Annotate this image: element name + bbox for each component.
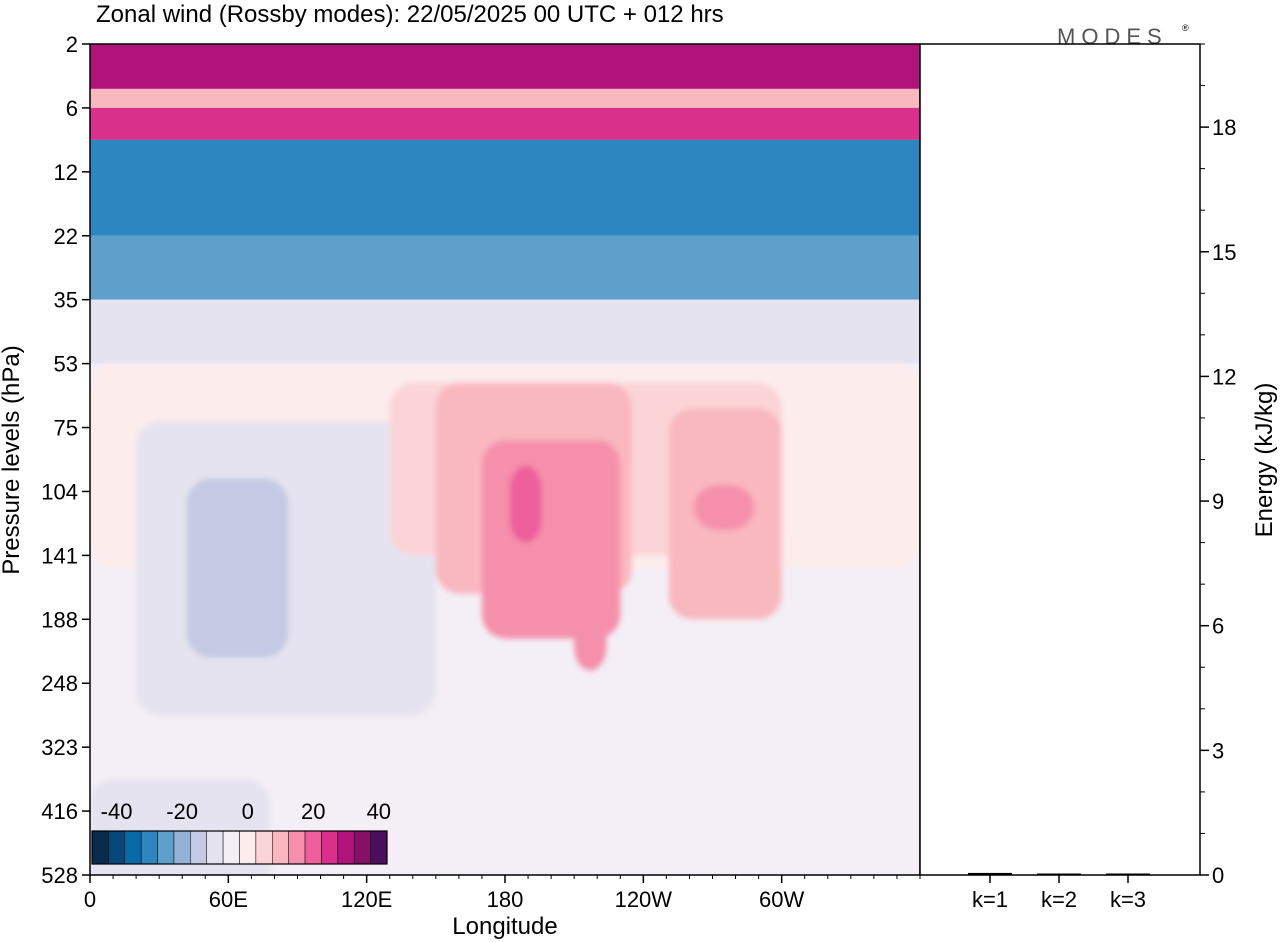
- y-tick-label: 12: [54, 160, 78, 185]
- y-tick-label: 22: [54, 224, 78, 249]
- colorbar-swatch: [190, 830, 207, 865]
- upper-band-3: [90, 235, 920, 300]
- plot-title: Zonal wind (Rossby modes): 22/05/2025 00…: [96, 1, 724, 28]
- colorbar-swatch: [239, 830, 257, 865]
- colorbar-swatch: [157, 830, 175, 865]
- y-tick-label: 6: [66, 96, 78, 121]
- x-axis-title: Longitude: [452, 913, 557, 940]
- energy-tick-label: 0: [1212, 863, 1224, 888]
- energy-bar-k=3: [1106, 873, 1150, 875]
- colorbar-swatch: [337, 830, 355, 865]
- colorbar-swatch: [255, 830, 273, 865]
- colorbar-frame: [91, 830, 388, 865]
- colorbar-swatch: [288, 830, 306, 865]
- y-axis-title: Pressure levels (hPa): [0, 345, 25, 574]
- contour-fields: [90, 44, 920, 875]
- colorbar-swatch: [272, 830, 289, 865]
- contour-region-7: [574, 536, 607, 671]
- x-tick-label: 120E: [341, 887, 392, 912]
- contour-region-9: [694, 485, 754, 530]
- y-tick-label: 323: [41, 735, 78, 760]
- colorbar-swatch: [206, 830, 224, 865]
- upper-band-2: [90, 139, 920, 236]
- upper-band-4: [90, 299, 920, 364]
- energy-category-label: k=2: [1041, 887, 1077, 912]
- x-axis: 0 60E 120E 180 120W 60W: [84, 875, 921, 912]
- colorbar-swatch: [108, 830, 126, 865]
- upper-band-1: [90, 107, 920, 140]
- y-tick-label: 53: [54, 352, 78, 377]
- contour-region-6: [509, 465, 542, 543]
- energy-tick-label: 3: [1212, 738, 1224, 763]
- colorbar-swatch: [321, 830, 339, 865]
- energy-frame: [919, 43, 1201, 876]
- energy-tick-label: 18: [1212, 115, 1236, 140]
- energy-tick-label: 15: [1212, 240, 1236, 265]
- energy-bar-k=2: [1037, 873, 1081, 875]
- lower-fields: [90, 363, 920, 875]
- x-tick-label: 0: [84, 887, 96, 912]
- energy-tick-label: 9: [1212, 489, 1224, 514]
- energy-axis-title: Energy (kJ/kg): [1251, 383, 1278, 538]
- colorbar-label: 0: [242, 799, 254, 824]
- jet-core-top: [90, 44, 920, 89]
- colorbar-label: -20: [166, 799, 198, 824]
- registered-mark: ®: [1182, 23, 1189, 33]
- energy-axis: 0 3 6 9 12 15 18 k=1 k=2 k=3: [972, 43, 1236, 912]
- colorbar-swatch: [304, 830, 322, 865]
- energy-bar-k=1: [968, 872, 1012, 875]
- energy-panel: 0 3 6 9 12 15 18 k=1 k=2 k=3 Energy (kJ/kg): [919, 43, 1278, 912]
- y-tick-label: 35: [54, 288, 78, 313]
- y-tick-label: 2: [66, 32, 78, 57]
- energy-category-label: k=1: [972, 887, 1008, 912]
- y-tick-label: 141: [41, 543, 78, 568]
- y-tick-label: 248: [41, 671, 78, 696]
- y-axis: 2 6 12 22 35 53 75 104 141 188 248 323 416 528: [41, 32, 90, 888]
- energy-category-label: k=3: [1110, 887, 1146, 912]
- colorbar-swatch: [353, 830, 371, 865]
- contour-region-11: [551, 798, 782, 875]
- colorbar-swatch: [140, 830, 158, 865]
- colorbar: -40 -20 0 20 40: [91, 799, 391, 865]
- energy-tick-label: 6: [1212, 614, 1224, 639]
- y-tick-label: 188: [41, 607, 78, 632]
- colorbar-swatch: [124, 830, 142, 865]
- x-tick-label: 60W: [759, 887, 804, 912]
- y-tick-label: 528: [41, 863, 78, 888]
- y-tick-label: 75: [54, 416, 78, 441]
- energy-bars: [968, 872, 1150, 875]
- colorbar-label: 20: [301, 799, 325, 824]
- heatmap-panel: [89, 43, 921, 876]
- energy-tick-label: 12: [1212, 364, 1236, 389]
- x-tick-label: 60E: [209, 887, 248, 912]
- contour-region-12: [839, 747, 920, 875]
- x-tick-label: 180: [487, 887, 524, 912]
- colorbar-swatch: [222, 830, 240, 865]
- x-tick-label: 120W: [615, 887, 673, 912]
- y-tick-label: 104: [41, 479, 78, 504]
- colorbar-swatch: [91, 830, 109, 865]
- y-tick-label: 416: [41, 799, 78, 824]
- contour-region-2: [186, 478, 289, 658]
- colorbar-label: 40: [367, 799, 391, 824]
- colorbar-swatch: [173, 830, 191, 865]
- colorbar-label: -40: [101, 799, 133, 824]
- colorbar-swatch: [370, 830, 388, 865]
